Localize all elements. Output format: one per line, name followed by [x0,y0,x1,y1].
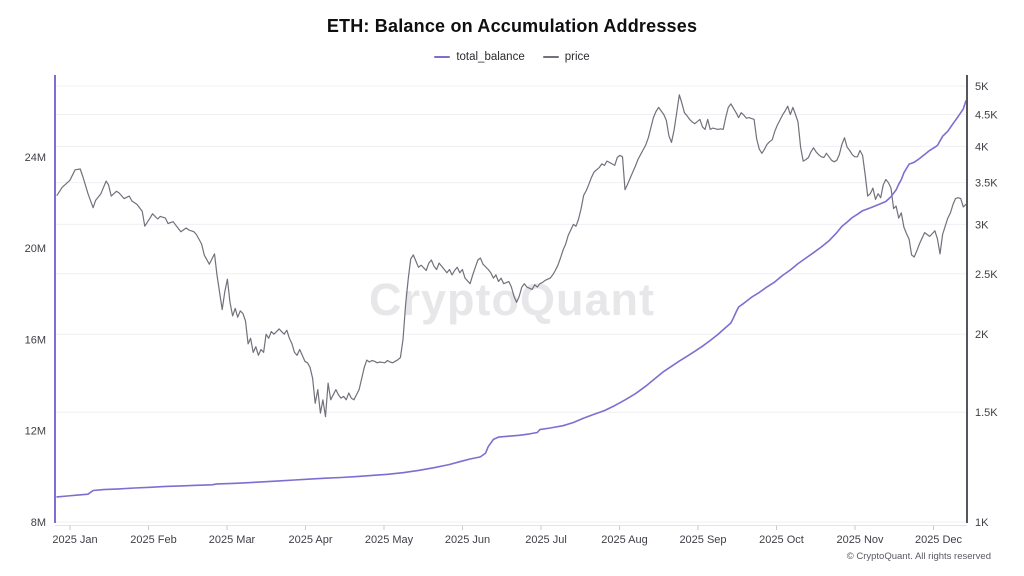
y-left-tick-label: 20M [25,243,46,255]
x-tick-label: 2025 Mar [209,534,256,546]
legend-item-price[interactable]: price [542,51,590,63]
x-tick-label: 2025 Jan [52,534,97,546]
y-right-tick-label: 2.5K [975,269,998,281]
x-tick-label: 2025 Oct [759,534,804,546]
y-right-tick-label: 3.5K [975,178,998,190]
chart-title: ETH: Balance on Accumulation Addresses [326,16,698,36]
price-line-swatch [542,56,559,58]
y-left-tick-label: 12M [25,426,46,438]
legend-label-price: price [564,51,590,63]
x-tick-label: 2025 Apr [288,534,332,546]
legend-label-total-balance: total_balance [456,51,525,63]
x-tick-label: 2025 Sep [679,534,726,546]
price-line [56,94,967,418]
y-right-tick-label: 2K [975,329,989,341]
x-tick-label: 2025 May [365,534,414,546]
y-left-tick-label: 24M [25,152,46,164]
y-right-tick-label: 3K [975,219,989,231]
chart-legend: total_balance price [0,51,1024,63]
copyright-notice: © CryptoQuant. All rights reserved [846,551,991,562]
y-right-tick-label: 4K [975,141,989,153]
y-left-tick-label: 8M [31,517,46,529]
x-tick-label: 2025 Dec [915,534,963,546]
y-right-tick-label: 1.5K [975,407,998,419]
legend-item-total-balance[interactable]: total_balance [434,51,525,63]
x-tick-label: 2025 Jul [525,534,567,546]
y-right-tick-label: 5K [975,81,989,93]
y-right-tick-label: 1K [975,517,989,529]
total-balance-line-swatch [434,56,451,58]
x-tick-label: 2025 Aug [601,534,648,546]
x-tick-label: 2025 Feb [130,534,176,546]
y-left-tick-label: 16M [25,334,46,346]
x-tick-label: 2025 Nov [836,534,884,546]
total-balance-line [56,100,967,498]
x-tick-label: 2025 Jun [445,534,490,546]
y-right-tick-label: 4.5K [975,110,998,122]
